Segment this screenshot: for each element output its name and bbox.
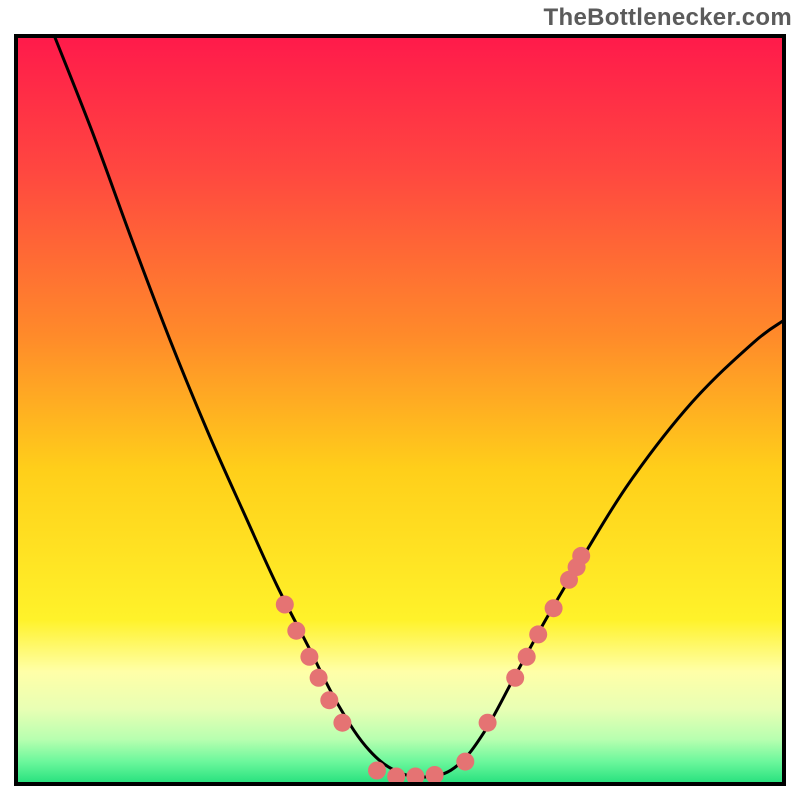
- data-marker: [506, 669, 524, 687]
- data-marker: [368, 762, 386, 780]
- data-marker: [456, 753, 474, 771]
- data-marker: [320, 691, 338, 709]
- figure-root: TheBottlenecker.com: [0, 0, 800, 800]
- data-marker: [333, 714, 351, 732]
- attribution-label: TheBottlenecker.com: [544, 4, 792, 32]
- data-marker: [529, 625, 547, 643]
- data-marker: [276, 596, 294, 614]
- data-marker: [479, 714, 497, 732]
- data-marker: [310, 669, 328, 687]
- data-marker: [287, 622, 305, 640]
- data-marker: [572, 547, 590, 565]
- plot-svg: [0, 0, 800, 800]
- gradient-background: [16, 36, 784, 784]
- data-marker: [518, 648, 536, 666]
- data-marker: [545, 599, 563, 617]
- data-marker: [300, 648, 318, 666]
- data-marker: [426, 766, 444, 784]
